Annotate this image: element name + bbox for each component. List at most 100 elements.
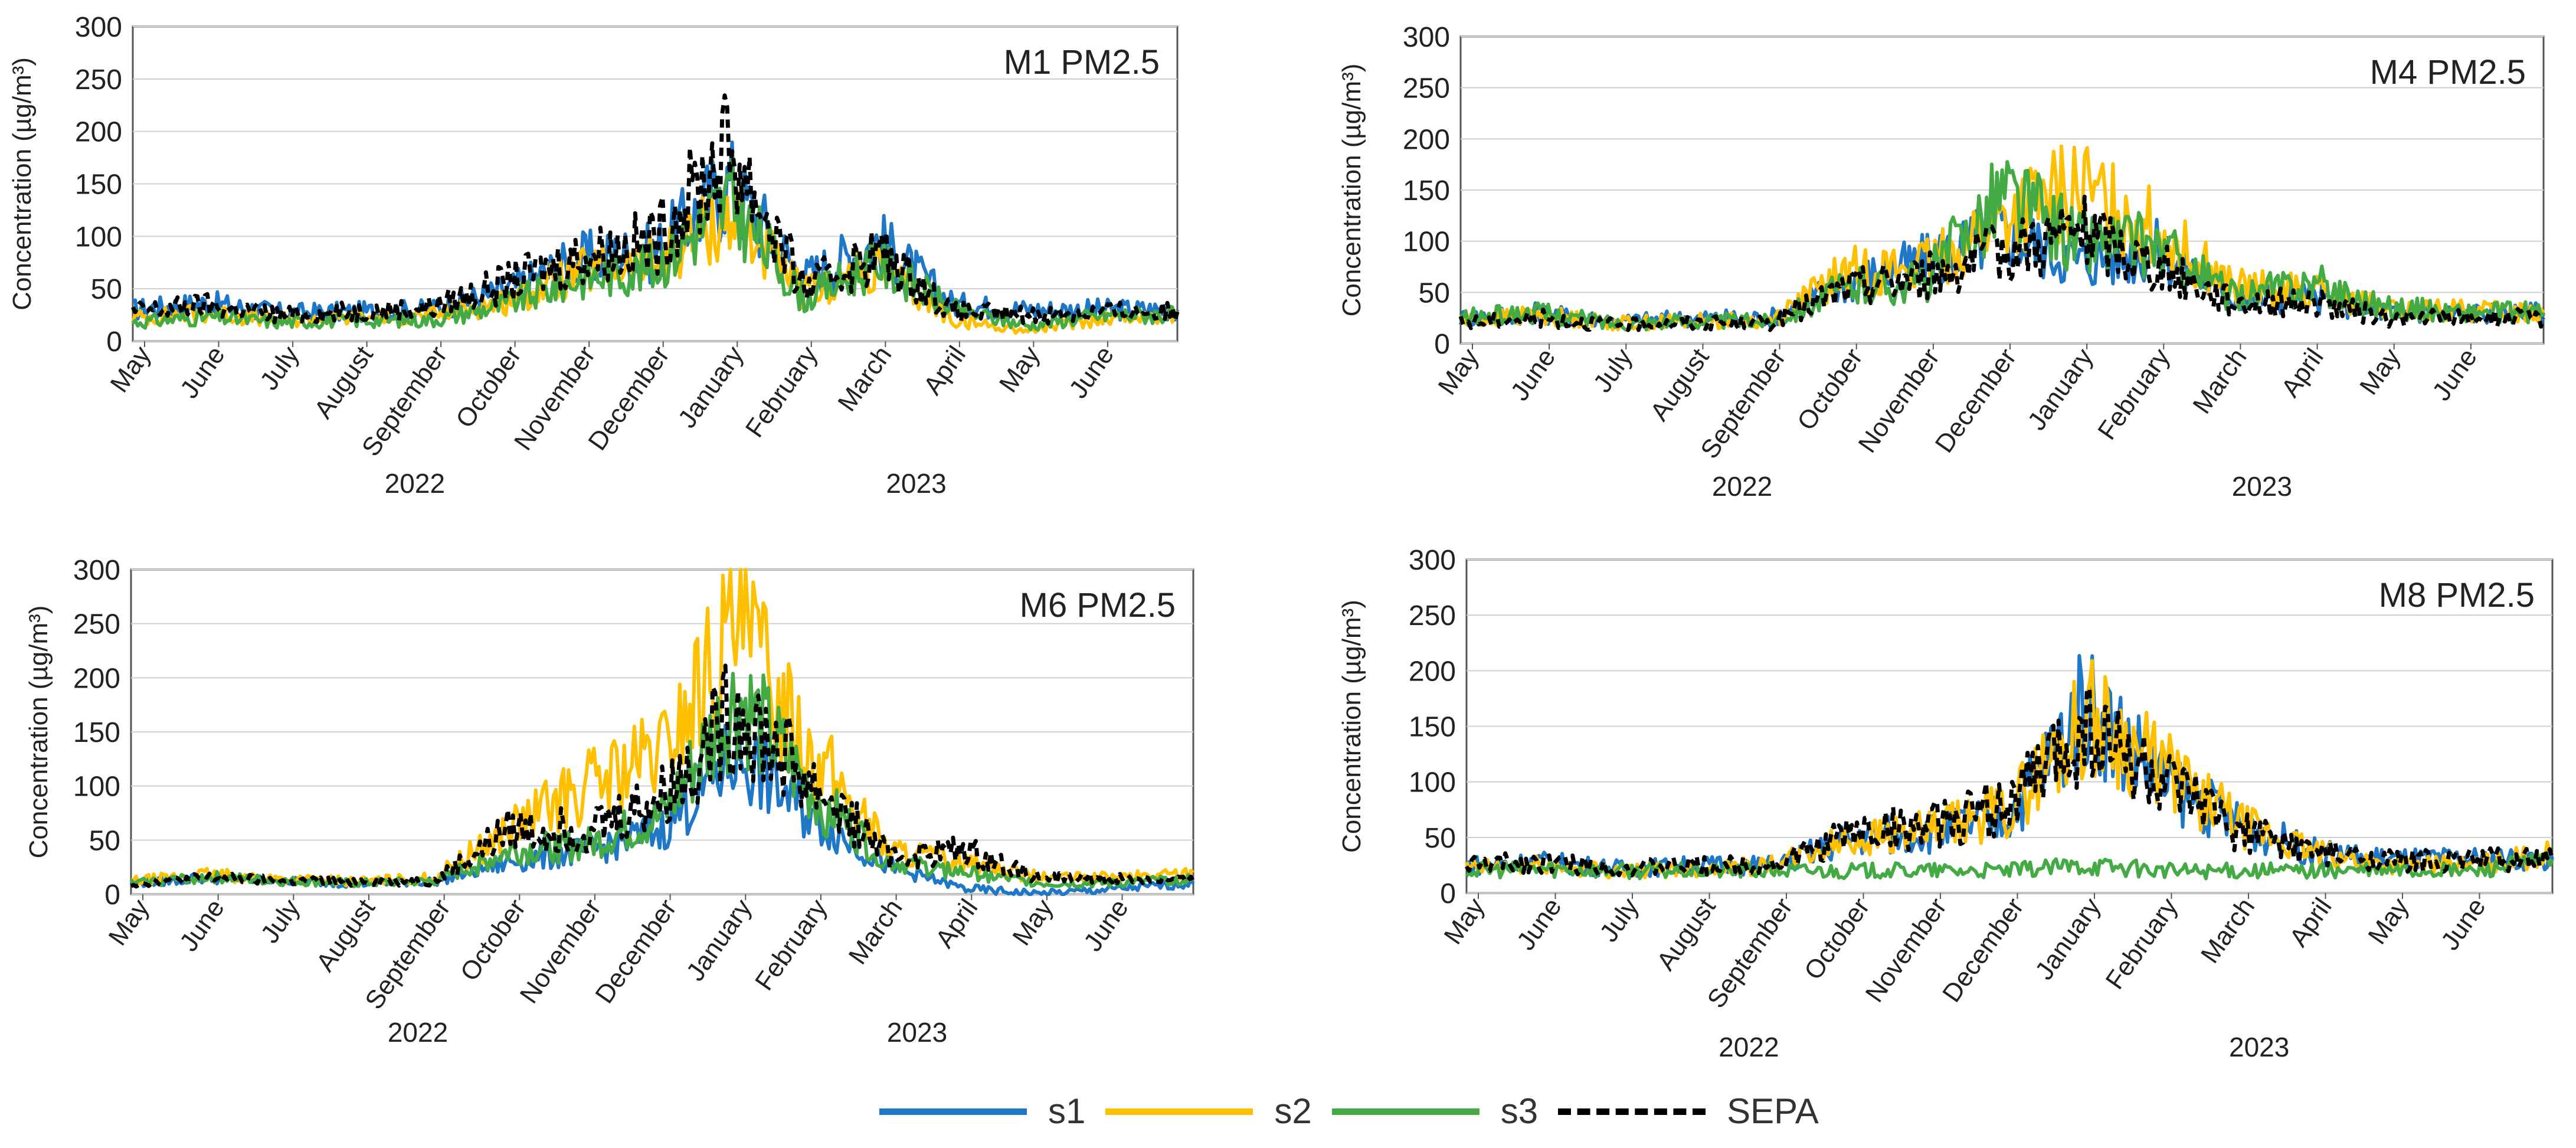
- x-tick-label: February: [2092, 344, 2175, 445]
- x-tick-label: February: [740, 341, 823, 443]
- year-label: 2022: [1719, 1032, 1779, 1062]
- y-tick-label: 0: [106, 326, 122, 358]
- y-tick-label: 250: [1409, 600, 1456, 632]
- legend: s1 s2 s3 SEPA: [879, 1085, 1853, 1138]
- x-tick-label: June: [1511, 893, 1567, 956]
- series-line-sepa: [1465, 686, 2555, 879]
- legend-label-s2: s2: [1274, 1091, 1312, 1131]
- x-tick-label: January: [673, 341, 749, 433]
- year-label: 2023: [887, 1017, 947, 1048]
- y-tick-label: 300: [1403, 22, 1450, 53]
- x-tick-label: October: [455, 894, 532, 986]
- y-tick-label: 200: [1409, 656, 1456, 687]
- y-tick-label: 150: [1409, 712, 1456, 743]
- x-tick-label: October: [1799, 893, 1875, 985]
- x-tick-label: April: [930, 894, 984, 953]
- y-axis-label: Concentration (µg/m³): [8, 57, 37, 310]
- x-tick-label: January: [2030, 893, 2106, 985]
- x-tick-label: May: [994, 341, 1046, 398]
- x-tick-label: August: [1651, 893, 1721, 976]
- x-tick-label: April: [2284, 893, 2338, 952]
- x-tick-label: February: [749, 894, 833, 996]
- y-tick-label: 50: [1425, 823, 1456, 854]
- x-tick-label: July: [255, 894, 305, 949]
- x-tick-label: March: [832, 341, 897, 417]
- y-tick-label: 300: [75, 12, 122, 43]
- x-tick-label: June: [174, 894, 230, 957]
- x-tick-label: April: [2276, 344, 2329, 403]
- y-tick-label: 0: [1434, 329, 1450, 360]
- y-tick-label: 100: [73, 771, 120, 803]
- x-tick-label: May: [1007, 894, 1059, 951]
- series-line-sepa: [1458, 194, 2546, 333]
- series-line-s3: [1459, 160, 2545, 332]
- y-tick-label: 100: [1409, 767, 1456, 799]
- x-tick-label: April: [918, 341, 971, 400]
- year-label: 2023: [2229, 1032, 2289, 1062]
- y-tick-label: 150: [75, 169, 122, 201]
- y-tick-label: 200: [1403, 124, 1450, 155]
- panel-label: M6 PM2.5: [1020, 586, 1176, 624]
- y-tick-label: 100: [1403, 227, 1450, 258]
- legend-label-sepa: SEPA: [1727, 1091, 1819, 1131]
- legend-swatch-s2: [1105, 1108, 1253, 1115]
- x-tick-label: August: [1645, 344, 1715, 426]
- legend-item-s1: s1: [879, 1094, 1085, 1129]
- series-line-s3: [131, 155, 1179, 332]
- year-label: 2022: [385, 468, 445, 499]
- x-tick-label: August: [310, 894, 381, 977]
- y-axis-label: Concentration (µg/m³): [24, 606, 53, 859]
- x-tick-label: March: [2187, 344, 2252, 419]
- x-tick-label: June: [1063, 341, 1120, 404]
- year-label: 2022: [1712, 471, 1772, 502]
- x-tick-label: March: [2195, 893, 2260, 969]
- x-tick-label: January: [681, 894, 758, 986]
- legend-item-sepa: SEPA: [1558, 1094, 1819, 1129]
- y-tick-label: 50: [89, 825, 120, 856]
- y-tick-label: 250: [1403, 73, 1450, 104]
- y-tick-label: 150: [73, 717, 120, 748]
- chart-panel-m4: 0 50 100 150 200 250 300 Concentration (µg/m³) M…: [1337, 22, 2546, 502]
- y-tick-label: 300: [73, 555, 120, 586]
- chart-panel-m1: 0 50 100 150 200 250 300 Concentration (µg/m³) M…: [8, 12, 1180, 499]
- chart-panel-m8: 0 50 100 150 200 250 300 Concentration (µg/m³) M…: [1337, 545, 2555, 1062]
- y-tick-label: 250: [75, 64, 122, 96]
- series-line-sepa: [130, 663, 1196, 889]
- x-tick-label: July: [1594, 893, 1644, 947]
- legend-swatch-sepa: [1558, 1108, 1706, 1115]
- panel-label: M1 PM2.5: [1004, 43, 1160, 81]
- x-tick-label: January: [2022, 344, 2099, 436]
- x-tick-label: October: [450, 341, 527, 433]
- series-line-s2: [130, 568, 1194, 888]
- y-axis-label: Concentration (µg/m³): [1337, 64, 1366, 317]
- y-tick-label: 0: [1440, 878, 1456, 910]
- legend-label-s3: s3: [1500, 1091, 1539, 1131]
- x-tick-label: February: [2100, 893, 2184, 995]
- year-label: 2022: [388, 1017, 448, 1048]
- x-tick-label: October: [1792, 344, 1868, 436]
- y-tick-label: 100: [75, 221, 122, 253]
- y-axis-label: Concentration (µg/m³): [1337, 600, 1366, 853]
- x-tick-label: June: [1505, 344, 1561, 406]
- x-tick-label: July: [254, 341, 305, 395]
- series-line-s1: [129, 714, 1195, 896]
- chart-panel-m6: 0 50 100 150 200 250 300 Concentration (µg/m³) M…: [24, 555, 1196, 1048]
- y-tick-label: 200: [73, 663, 120, 694]
- year-label: 2023: [886, 468, 946, 499]
- x-tick-label: March: [843, 894, 908, 970]
- legend-item-s2: s2: [1105, 1091, 1312, 1131]
- y-tick-label: 0: [104, 879, 120, 911]
- panel-label: M8 PM2.5: [2379, 576, 2535, 614]
- x-tick-label: August: [309, 341, 379, 424]
- legend-swatch-s1: [879, 1108, 1027, 1115]
- series-line-s3: [1465, 849, 2554, 881]
- legend-swatch-s3: [1331, 1108, 1480, 1115]
- y-tick-label: 50: [91, 274, 122, 305]
- series-line-sepa: [130, 93, 1180, 326]
- x-tick-label: June: [175, 341, 231, 404]
- y-tick-label: 250: [73, 609, 120, 640]
- y-tick-label: 300: [1409, 545, 1456, 576]
- y-tick-label: 200: [75, 117, 122, 148]
- x-tick-label: May: [2354, 344, 2406, 400]
